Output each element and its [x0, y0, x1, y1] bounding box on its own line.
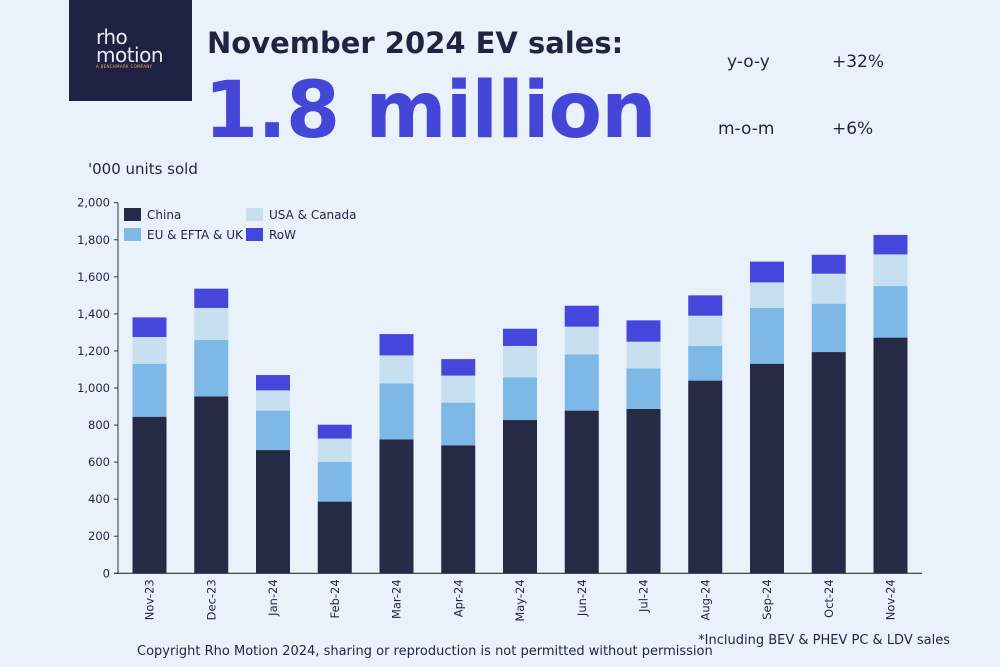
bar-segment-row	[132, 317, 167, 338]
x-tick-label: Oct-24	[822, 579, 836, 618]
yoy-label: y-o-y	[727, 52, 770, 72]
rho-motion-logo: rho motion A BENCHMARK COMPANY	[69, 0, 192, 101]
bar-segment-row	[379, 334, 414, 356]
y-axis-label: '000 units sold	[88, 160, 198, 178]
bar-segment-china	[503, 420, 537, 574]
footnote: *Including BEV & PHEV PC & LDV sales	[698, 633, 950, 648]
bar-segment-row	[811, 254, 846, 274]
y-tick-label: 1,200	[77, 344, 110, 358]
bar-segment-china	[132, 416, 167, 574]
bar-segment-usa-canada	[194, 307, 229, 341]
bar-segment-eu-efta-uk	[750, 307, 784, 364]
bar-segment-eu-efta-uk	[194, 340, 229, 397]
bar-segment-usa-canada	[256, 390, 290, 411]
legend-swatch	[246, 228, 263, 241]
bar-segment-china	[626, 408, 661, 574]
bar-segment-usa-canada	[503, 345, 537, 378]
bar-segment-row	[194, 288, 229, 308]
x-tick-label: Jan-24	[266, 579, 280, 617]
logo-text: rho motion	[96, 25, 164, 67]
bar-segment-usa-canada	[811, 273, 846, 304]
bar-segment-row	[564, 305, 599, 327]
bar-segment-eu-efta-uk	[811, 303, 846, 353]
bar-segment-row	[256, 375, 290, 391]
headline-figure: 1.8 million	[204, 66, 657, 156]
x-tick-label: Feb-24	[328, 579, 342, 618]
x-tick-label: Dec-23	[204, 579, 218, 620]
bar-segment-usa-canada	[132, 337, 167, 364]
bar-segment-eu-efta-uk	[379, 383, 414, 440]
bar-segment-row	[441, 359, 476, 376]
y-tick-label: 1,400	[77, 307, 110, 321]
bar-segment-china	[564, 410, 599, 574]
bar-segment-china	[194, 396, 229, 574]
bar-segment-usa-canada	[626, 341, 661, 369]
bar-segment-usa-canada	[688, 315, 723, 346]
y-tick-label: 600	[88, 455, 110, 469]
x-tick-label: Nov-23	[143, 579, 157, 620]
bar-segment-eu-efta-uk	[132, 363, 167, 417]
bar-segment-china	[873, 337, 908, 574]
bar-segment-china	[379, 439, 414, 574]
legend-label: RoW	[269, 228, 296, 242]
bar-segment-eu-efta-uk	[256, 410, 290, 451]
x-tick-label: Mar-24	[390, 579, 404, 619]
y-tick-label: 1,000	[77, 381, 110, 395]
legend-swatch	[124, 228, 141, 241]
bar-segment-china	[317, 501, 352, 574]
x-tick-label: Aug-24	[698, 579, 712, 620]
bar-segment-eu-efta-uk	[873, 286, 908, 338]
bar-segment-usa-canada	[750, 282, 784, 308]
copyright: Copyright Rho Motion 2024, sharing or re…	[137, 644, 713, 659]
x-tick-label: Apr-24	[451, 579, 465, 617]
bar-segment-usa-canada	[441, 375, 476, 403]
bar-segment-usa-canada	[379, 355, 414, 384]
y-tick-label: 0	[103, 566, 110, 580]
bar-segment-row	[317, 424, 352, 439]
legend-label: EU & EFTA & UK	[147, 228, 244, 242]
bar-segment-eu-efta-uk	[688, 345, 723, 381]
bar-segment-eu-efta-uk	[441, 402, 476, 446]
x-tick-label: Nov-24	[884, 579, 898, 620]
legend-label: China	[147, 208, 181, 222]
bar-segment-row	[688, 295, 723, 316]
x-tick-label: Sep-24	[760, 579, 774, 619]
mom-label: m-o-m	[718, 119, 775, 139]
y-tick-label: 2,000	[77, 196, 110, 210]
bar-segment-eu-efta-uk	[626, 368, 661, 409]
y-tick-label: 200	[88, 529, 110, 543]
x-tick-label: Jul-24	[637, 579, 651, 613]
bar-segment-china	[811, 352, 846, 574]
legend-swatch	[124, 208, 141, 221]
bar-segment-usa-canada	[564, 326, 599, 355]
bar-segment-china	[256, 450, 290, 574]
legend-swatch	[246, 208, 263, 221]
x-tick-label: Jun-24	[575, 579, 589, 617]
bar-segment-row	[626, 320, 661, 342]
bar-segment-usa-canada	[317, 438, 352, 462]
bar-segment-china	[750, 363, 784, 574]
bar-segment-row	[750, 261, 784, 283]
bar-segment-eu-efta-uk	[564, 354, 599, 411]
y-tick-label: 1,800	[77, 233, 110, 247]
logo-tagline: A BENCHMARK COMPANY	[96, 64, 153, 69]
x-tick-label: May-24	[513, 579, 527, 621]
y-tick-label: 800	[88, 418, 110, 432]
bar-segment-eu-efta-uk	[503, 377, 537, 421]
bar-segment-china	[688, 380, 723, 574]
yoy-value: +32%	[832, 52, 885, 72]
mom-value: +6%	[832, 119, 874, 139]
legend-label: USA & Canada	[269, 208, 356, 222]
y-tick-label: 1,600	[77, 270, 110, 284]
y-tick-label: 400	[88, 492, 110, 506]
page-title: November 2024 EV sales:	[207, 26, 624, 60]
bar-segment-china	[441, 445, 476, 574]
bar-segment-row	[503, 328, 537, 346]
bar-segment-usa-canada	[873, 254, 908, 287]
bar-segment-row	[873, 234, 908, 255]
bar-segment-eu-efta-uk	[317, 461, 352, 502]
